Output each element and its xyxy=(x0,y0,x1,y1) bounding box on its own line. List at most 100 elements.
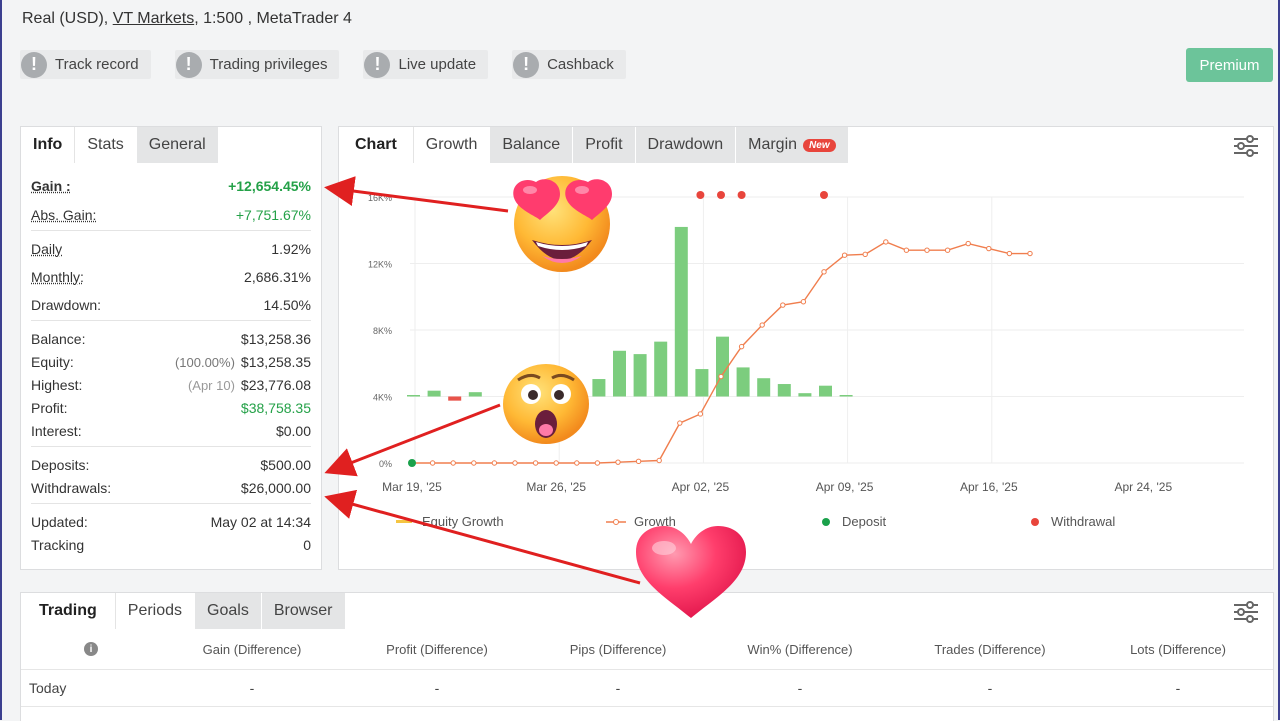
withdrawal-marker xyxy=(717,191,725,199)
stat-value: May 02 at 14:34 xyxy=(210,513,311,530)
growth-point xyxy=(594,460,601,466)
new-badge: New xyxy=(803,138,836,152)
stat-label[interactable]: Monthly: xyxy=(31,268,84,285)
badge-label: Live update xyxy=(398,56,477,73)
growth-point xyxy=(677,420,683,426)
cell-gain: - xyxy=(249,680,255,696)
tab-periods[interactable]: Periods xyxy=(114,593,195,629)
tab-growth[interactable]: Growth xyxy=(412,127,490,163)
chart-settings-icon[interactable] xyxy=(1233,135,1259,157)
arrow-to-withdrawals xyxy=(324,489,641,585)
tab-general[interactable]: General xyxy=(135,127,218,163)
growth-point xyxy=(800,299,807,305)
tab-stats[interactable]: Stats xyxy=(74,127,136,163)
growth-point xyxy=(450,460,456,466)
stat-note: (100.00%) xyxy=(174,354,235,370)
y-tick-label: 0% xyxy=(379,459,392,469)
bar xyxy=(592,379,606,397)
y-tick-label: 16K% xyxy=(368,193,392,203)
account-prefix: Real (USD), xyxy=(22,10,113,27)
divider xyxy=(31,503,311,504)
cell-trades: - xyxy=(987,680,993,696)
stat-updated: Updated: May 02 at 14:34 xyxy=(21,510,321,533)
badge-track-record[interactable]: ! Track record xyxy=(20,50,151,79)
col-profit[interactable]: Profit (Difference) xyxy=(386,641,488,657)
y-tick-label: 8K% xyxy=(373,326,392,336)
badge-trading-privileges[interactable]: ! Trading privileges xyxy=(174,50,340,79)
info-icon[interactable]: i xyxy=(84,642,98,656)
growth-point xyxy=(944,247,951,253)
tab-balance[interactable]: Balance xyxy=(489,127,573,163)
growth-point xyxy=(759,322,765,328)
col-pips[interactable]: Pips (Difference) xyxy=(569,641,667,657)
stat-profit: Profit: $38,758.35 xyxy=(21,396,321,419)
stat-label[interactable]: Gain : xyxy=(31,177,71,194)
periods-panel: Trading Periods Goals Browser i Gain (Di… xyxy=(20,592,1274,721)
legend-growth[interactable]: Growth xyxy=(606,514,676,529)
tab-profit[interactable]: Profit xyxy=(572,127,635,163)
x-tick-label: Mar 26, '25 xyxy=(526,480,586,494)
cell-profit: - xyxy=(434,680,440,696)
legend-swatch xyxy=(606,518,626,525)
bar xyxy=(757,378,771,397)
growth-point xyxy=(718,373,724,380)
legend-label: Deposit xyxy=(842,514,887,529)
periods-settings-icon[interactable] xyxy=(1233,601,1259,623)
col-gain[interactable]: Gain (Difference) xyxy=(202,641,302,657)
stat-label: Updated: xyxy=(31,513,88,530)
growth-point xyxy=(491,460,498,466)
legend-withdrawal[interactable]: Withdrawal xyxy=(1031,514,1115,529)
growth-point xyxy=(986,245,992,252)
tab-chart[interactable]: Chart xyxy=(339,127,413,163)
stat-label[interactable]: Daily xyxy=(31,240,63,257)
growth-point xyxy=(924,247,930,253)
tab-goals[interactable]: Goals xyxy=(194,593,261,629)
account-info: Real (USD), VT Markets, 1:500 , MetaTrad… xyxy=(22,10,352,28)
legend-swatch xyxy=(396,520,412,523)
stat-interest: Interest: $0.00 xyxy=(21,419,321,442)
growth-point xyxy=(841,252,848,258)
chart-x-labels: Mar 19, '25 Mar 26, '25 Apr 02, '25 Apr 09,… xyxy=(382,480,1172,494)
window-edge-right xyxy=(1278,0,1280,720)
exclamation-icon: ! xyxy=(175,51,202,78)
legend-equity-growth[interactable]: Equity Growth xyxy=(396,514,504,529)
growth-point xyxy=(429,460,436,466)
legend-deposit[interactable]: Deposit xyxy=(822,514,886,529)
legend-swatch xyxy=(1031,517,1039,526)
tab-margin-label: Margin xyxy=(748,136,798,153)
periods-header-row: i Gain (Difference) Profit (Difference) … xyxy=(21,629,1273,670)
bar xyxy=(798,393,812,397)
bar xyxy=(736,367,750,397)
stat-label[interactable]: Abs. Gain: xyxy=(31,206,97,223)
tab-info[interactable]: Info xyxy=(21,127,75,163)
tab-trading[interactable]: Trading xyxy=(21,593,115,629)
growth-point xyxy=(697,411,704,417)
growth-point xyxy=(738,343,745,350)
x-tick-label: Apr 16, '25 xyxy=(960,480,1018,494)
stat-value: 14.50% xyxy=(263,296,311,313)
cell-pips: - xyxy=(615,680,621,696)
badge-label: Trading privileges xyxy=(209,56,328,73)
broker-link[interactable]: VT Markets xyxy=(112,10,195,27)
bar xyxy=(448,396,462,401)
exclamation-icon: ! xyxy=(513,51,540,78)
shocked-emoji-icon xyxy=(503,364,589,444)
window-edge-left xyxy=(0,0,2,720)
heart-eyes-emoji-icon xyxy=(513,176,612,272)
stat-value: $0.00 xyxy=(275,422,311,439)
tab-browser[interactable]: Browser xyxy=(260,593,345,629)
col-lots[interactable]: Lots (Difference) xyxy=(1130,641,1226,657)
premium-button[interactable]: Premium xyxy=(1186,48,1273,82)
stat-deposits: Deposits: $500.00 xyxy=(21,453,321,476)
col-trades[interactable]: Trades (Difference) xyxy=(934,641,1046,657)
divider xyxy=(31,320,311,321)
badge-cashback[interactable]: ! Cashback xyxy=(512,50,626,79)
tab-margin[interactable]: Margin New xyxy=(735,127,848,163)
arrow-to-deposits xyxy=(324,403,501,477)
badge-live-update[interactable]: ! Live update xyxy=(363,50,489,79)
tab-drawdown[interactable]: Drawdown xyxy=(634,127,736,163)
col-win[interactable]: Win% (Difference) xyxy=(747,641,853,657)
stat-note: (Apr 10) xyxy=(187,377,235,393)
account-suffix: , 1:500 , MetaTrader 4 xyxy=(194,10,352,27)
